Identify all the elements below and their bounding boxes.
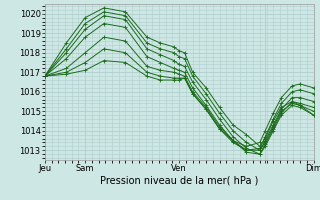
X-axis label: Pression niveau de la mer( hPa ): Pression niveau de la mer( hPa )	[100, 176, 258, 186]
